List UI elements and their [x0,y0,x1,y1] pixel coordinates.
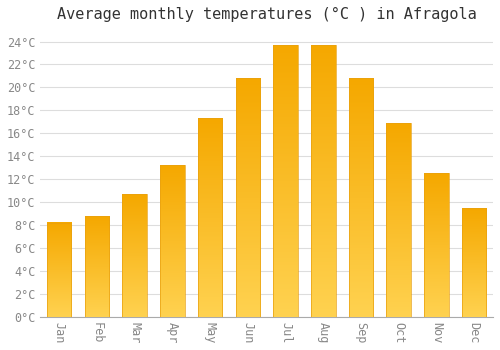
Bar [386,123,411,317]
Bar [198,118,222,317]
Bar [311,45,336,317]
Bar [84,216,109,317]
Title: Average monthly temperatures (°C ) in Afragola: Average monthly temperatures (°C ) in Af… [57,7,476,22]
Bar [462,208,486,317]
Bar [122,194,147,317]
Bar [236,78,260,317]
Bar [160,166,184,317]
Bar [274,45,298,317]
Bar [47,223,72,317]
Bar [348,78,374,317]
Bar [424,174,448,317]
